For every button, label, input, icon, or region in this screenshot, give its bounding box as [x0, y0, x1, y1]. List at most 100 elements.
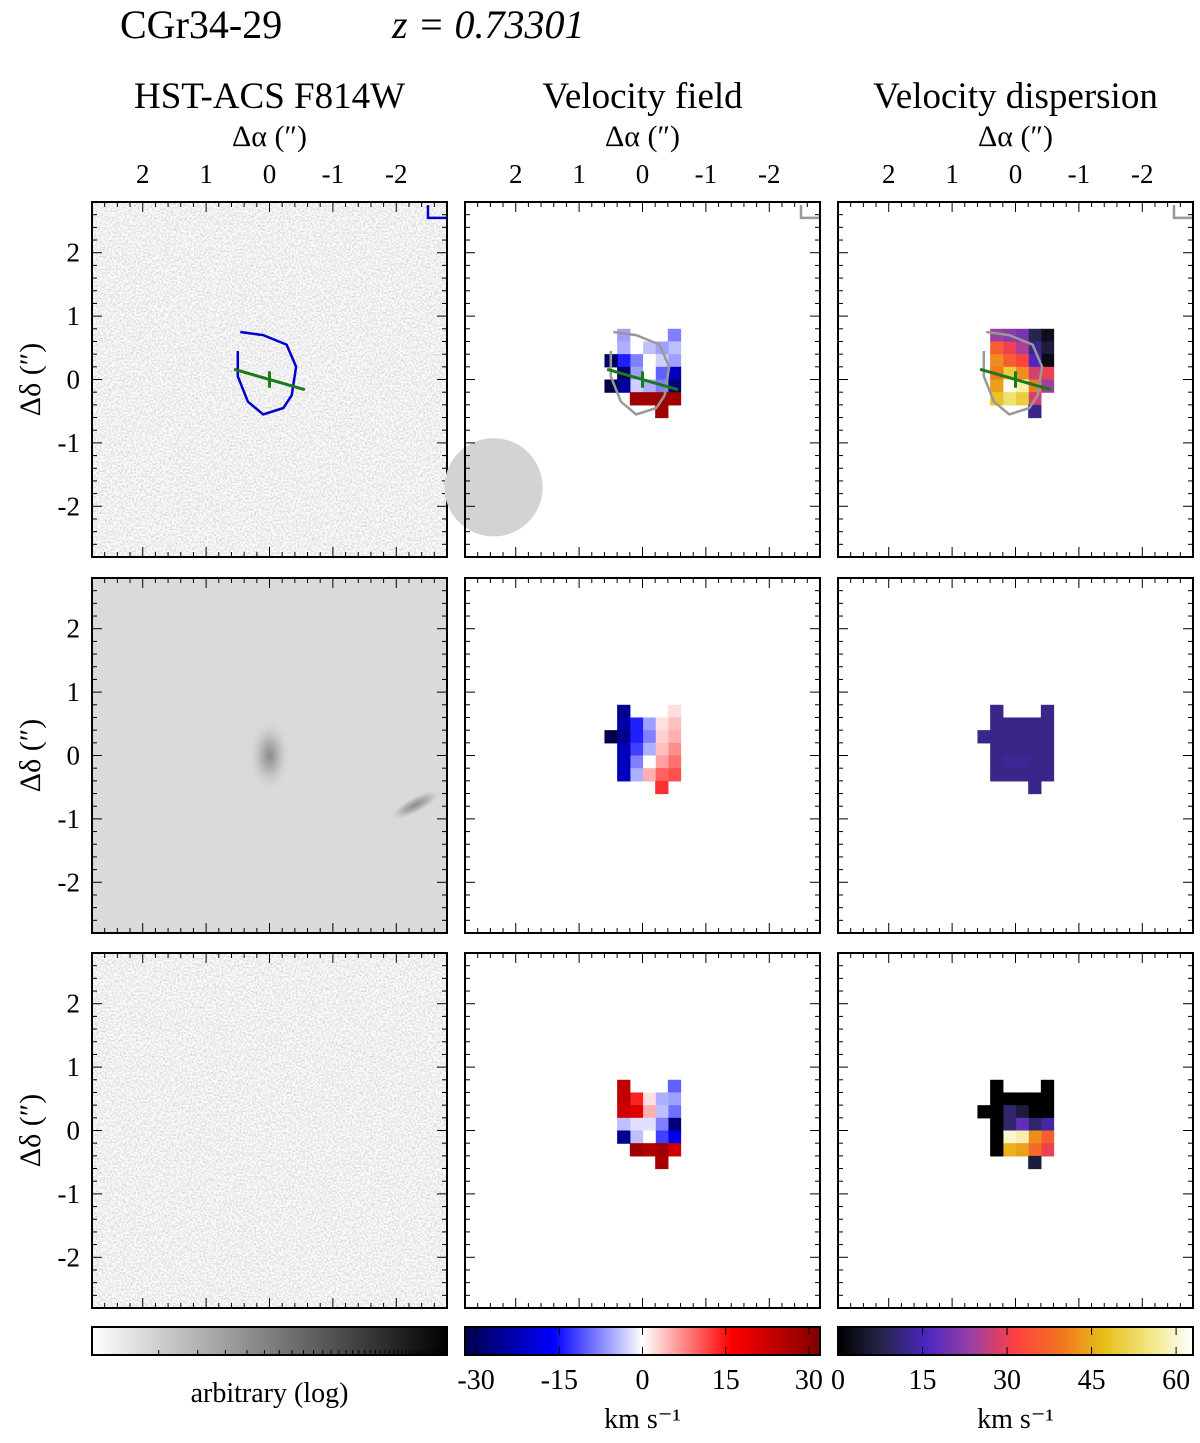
colorbar-row: arbitrary (log) -30 -15 0 15 30 km s⁻¹ 0 15 30 45 6…	[91, 1326, 1194, 1435]
column-title: Velocity dispersion	[873, 76, 1158, 117]
map-pixel	[1040, 717, 1055, 731]
map-pixel	[990, 730, 1004, 744]
map-pixel	[667, 341, 682, 355]
map-pixel	[1015, 1130, 1029, 1144]
map-pixel	[629, 1105, 644, 1119]
map-pixel	[1002, 755, 1017, 769]
object-name: CGr34-29	[120, 2, 282, 47]
map-pixel	[1002, 768, 1017, 782]
colorbar-tick-label: 60	[1162, 1365, 1190, 1396]
map-pixel	[1040, 1143, 1055, 1157]
y-tick-label: 2	[67, 614, 81, 644]
y-tick-label: -1	[58, 1179, 81, 1209]
map-pixel	[655, 755, 669, 769]
map-pixel	[667, 717, 682, 731]
colorbar-tick-label: 0	[636, 1365, 650, 1396]
map-pixel	[667, 1105, 682, 1119]
colorbar-tick-label: -15	[541, 1365, 578, 1396]
map-pixel	[642, 1143, 656, 1157]
map-pixel	[604, 730, 618, 744]
y-tick-label: 1	[67, 301, 81, 331]
map-pixel	[1028, 730, 1042, 744]
panel-frame	[91, 577, 448, 934]
map-pixel	[1040, 328, 1055, 343]
map-pixel	[617, 354, 631, 368]
map-pixel	[1028, 742, 1042, 757]
colorbar-tick-label: 15	[909, 1365, 937, 1396]
map-pixel	[1015, 366, 1029, 381]
map-pixel	[1028, 1092, 1042, 1106]
map-pixel	[642, 1130, 656, 1144]
map-pixel	[667, 1079, 682, 1094]
map-pixel	[667, 1117, 682, 1132]
map-pixel	[1002, 341, 1017, 355]
y-tick-label: -2	[58, 1242, 81, 1272]
map-pixel	[1015, 768, 1029, 782]
map-pixel	[1028, 755, 1042, 769]
x-tick-label: -1	[1068, 159, 1091, 189]
map-pixel	[629, 1130, 644, 1144]
map-pixel	[617, 704, 631, 719]
map-pixel	[1002, 717, 1017, 731]
panel-residual-velocity-field	[464, 952, 821, 1309]
y-tick-label: 2	[67, 238, 81, 268]
map-pixel	[655, 1105, 669, 1119]
panel-model-hst	[91, 577, 448, 934]
map-pixel	[1040, 1130, 1055, 1144]
map-pixel	[642, 1105, 656, 1119]
residual-image	[92, 953, 447, 1308]
x-tick-label: 1	[945, 159, 959, 189]
colorbar-velocity: -30 -15 0 15 30 km s⁻¹	[457, 1326, 823, 1435]
map-pixel	[990, 1143, 1004, 1157]
map-pixel	[629, 341, 644, 355]
map-pixel	[667, 768, 682, 782]
map-pixel	[1028, 1155, 1042, 1170]
map-pixel	[667, 1130, 682, 1144]
x-tick-label: -2	[385, 159, 408, 189]
panel-frame	[464, 577, 821, 934]
y-tick-label: 2	[67, 989, 81, 1019]
x-tick-label: 1	[199, 159, 213, 189]
map-pixel	[617, 1117, 631, 1132]
map-pixel	[1040, 768, 1055, 782]
map-pixel	[990, 768, 1004, 782]
map-pixel	[1015, 1092, 1029, 1106]
panel-frame	[91, 952, 448, 1309]
map-pixel	[655, 1143, 669, 1157]
map-pixel	[990, 1079, 1004, 1094]
map-pixel	[667, 742, 682, 757]
map-pixel	[1028, 328, 1042, 343]
map-pixel	[1028, 1105, 1042, 1119]
panel-model-velocity-dispersion	[837, 577, 1194, 934]
colorbar-label: km s⁻¹	[604, 1404, 681, 1435]
map-pixel	[642, 768, 656, 782]
map-pixel	[642, 755, 656, 769]
colorbar-label: arbitrary (log)	[191, 1378, 349, 1409]
map-pixel	[655, 730, 669, 744]
colorbar-tick-label: 0	[831, 1365, 845, 1396]
map-pixel	[1028, 717, 1042, 731]
colorbar-dispersion: 0 15 30 45 60 km s⁻¹	[831, 1326, 1194, 1435]
map-pixel	[629, 717, 644, 731]
map-pixel	[1028, 768, 1042, 782]
x-axis-label: Δα (″)	[978, 120, 1053, 153]
map-pixel	[655, 742, 669, 757]
map-pixel	[667, 366, 682, 381]
x-axis-label: Δα (″)	[605, 120, 680, 153]
map-pixel	[617, 1079, 631, 1094]
map-pixel	[617, 717, 631, 731]
map-pixel	[1040, 1117, 1055, 1132]
map-pixel	[617, 742, 631, 757]
map-pixel	[1002, 354, 1017, 368]
map-pixel	[990, 1105, 1004, 1119]
map-pixel	[642, 742, 656, 757]
x-tick-label: -2	[758, 159, 781, 189]
x-tick-label: -2	[1131, 159, 1154, 189]
column-title: Velocity field	[542, 76, 743, 117]
map-pixel	[1015, 1143, 1029, 1157]
panel-model-velocity-field	[464, 577, 821, 934]
map-pixel	[1002, 379, 1017, 393]
flux-contour	[609, 330, 671, 416]
map-pixel	[642, 366, 656, 381]
